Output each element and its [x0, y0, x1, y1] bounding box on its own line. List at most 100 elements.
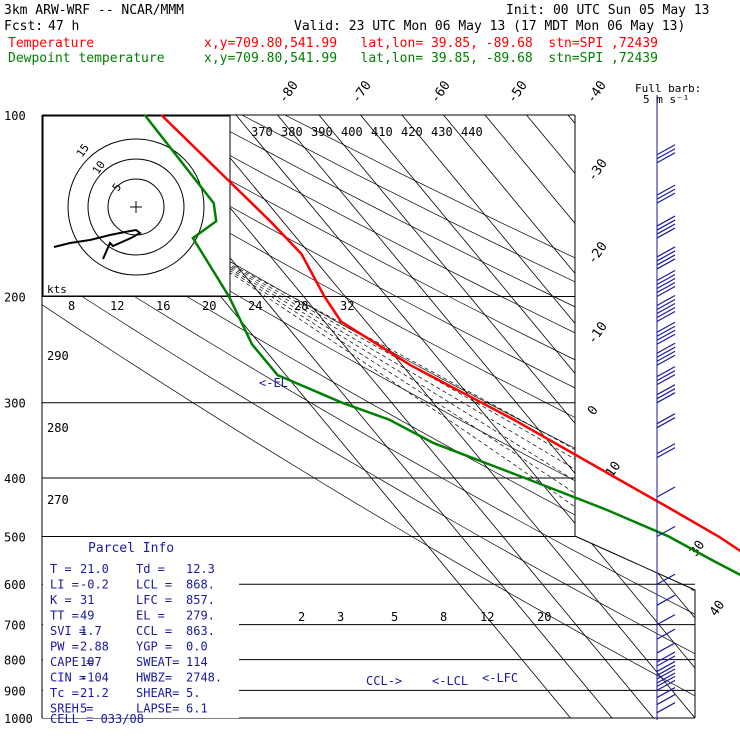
mixing-ratio-top-label: 28: [294, 299, 308, 313]
dewpoint-location: x,y=709.80,541.99 lat,lon= 39.85, -89.68…: [204, 51, 658, 66]
wind-barb: [656, 219, 676, 231]
wind-barb: [656, 392, 676, 404]
wind-barb: [656, 325, 676, 337]
hodograph-units: kts: [47, 283, 67, 296]
parcel-row-value: 868.: [186, 578, 215, 592]
parcel-row-label: LI =: [50, 578, 79, 592]
isotherm-label: -50: [505, 78, 531, 106]
theta-label: 420: [401, 125, 423, 139]
isotherm-label: -40: [584, 78, 610, 106]
pressure-label-400: 400: [4, 472, 26, 486]
moist-adiabat: [150, 220, 695, 718]
wind-barb: [656, 269, 676, 282]
moist-adiabat: [152, 220, 695, 718]
parcel-row-label: Tc =: [50, 686, 79, 700]
wind-barb: [656, 223, 676, 235]
parcel-row-label: LFC =: [136, 593, 172, 607]
pressure-label-800: 800: [4, 654, 26, 668]
wind-barb: [656, 447, 676, 459]
wind-barb: [656, 366, 676, 378]
parcel-row-value: 5.: [186, 686, 200, 700]
isotherm-label: 0: [585, 403, 602, 418]
parcel-row-value: 114: [186, 655, 208, 669]
valid-time: Valid: 23 UTC Mon 06 May 13 (17 MDT Mon …: [294, 19, 686, 34]
right-frame: [574, 115, 696, 718]
wind-barb: [656, 333, 676, 345]
dry-adiabat: [42, 115, 695, 718]
isotherm-line: [484, 115, 695, 718]
wind-barb: [656, 273, 676, 286]
pressure-label-1000: 1000: [4, 712, 33, 726]
parcel-row-value: 2748.: [186, 671, 222, 685]
wind-barb: [656, 302, 676, 315]
pressure-label-900: 900: [4, 684, 26, 698]
moist-adiabat: [150, 220, 695, 718]
hodograph-trace: [53, 228, 142, 260]
lfc-marker: <-LFC: [482, 671, 518, 685]
parcel-row-value: 21.0: [80, 562, 109, 576]
parcel-row-value: 5: [80, 702, 87, 716]
parcel-row-value: 2.88: [80, 640, 109, 654]
init-time: Init: 00 UTC Sun 05 May 13: [506, 3, 710, 18]
wind-barb: [656, 152, 676, 164]
dry-adiabat: [112, 115, 695, 718]
dewpoint-trace: [143, 114, 740, 577]
isotherm-line: [194, 115, 695, 718]
pressure-label-600: 600: [4, 578, 26, 592]
parcel-row-value: 21.2: [80, 686, 109, 700]
wind-barb: [656, 594, 676, 606]
theta-label: 370: [251, 125, 273, 139]
mixing-ratio-low-label: 3: [337, 610, 344, 624]
wind-barb: [656, 668, 676, 680]
mixing-ratio-low-label: 2: [298, 610, 305, 624]
wind-key-line1: Full barb:: [635, 82, 701, 95]
wind-barb: [656, 354, 676, 366]
wind-barb: [656, 672, 676, 684]
hodograph-ring-label: 10: [90, 158, 108, 176]
parcel-row-label: SWEAT=: [136, 655, 179, 669]
wind-barb: [656, 660, 676, 672]
pressure-label-200: 200: [4, 291, 26, 305]
isotherm-line: [318, 115, 695, 718]
parcel-row-label: TT =: [50, 609, 79, 623]
wind-barb: [656, 294, 676, 307]
mixing-ratio-top-label: 20: [202, 299, 216, 313]
wind-barb: [656, 310, 676, 323]
wind-barb: [656, 227, 676, 239]
parcel-row-value: 6.1: [186, 702, 208, 716]
isotherm-label: -80: [276, 78, 302, 106]
theta-label: 400: [341, 125, 363, 139]
theta-label: 390: [311, 125, 333, 139]
parcel-row-value: 279.: [186, 609, 215, 623]
parcel-row-label: SHEAR=: [136, 686, 179, 700]
parcel-row-value: -0.2: [80, 578, 109, 592]
dry-adiabat: [241, 115, 695, 718]
parcel-row-value: 0.0: [186, 640, 208, 654]
forecast-hour: 47 h: [48, 19, 80, 34]
mixing-ratio-top-label: 12: [110, 299, 124, 313]
theta-label: 440: [461, 125, 483, 139]
hodograph-ring-label: 15: [74, 141, 92, 159]
wind-barb: [656, 443, 676, 455]
isotherm-label: -30: [585, 156, 611, 184]
parcel-cell-motion: CELL = 033/08: [50, 712, 144, 726]
wind-barb: [656, 188, 676, 200]
parcel-row-value: 107: [80, 655, 102, 669]
wind-barb: [656, 675, 676, 687]
wind-barb: [656, 215, 676, 227]
parcel-row-value: -104: [80, 671, 109, 685]
model-title: 3km ARW-WRF -- NCAR/MMM: [4, 3, 185, 18]
parcel-row-value: 49: [80, 609, 94, 623]
wind-barb: [656, 370, 676, 382]
isotherm-line: [443, 115, 695, 718]
isotherm-line: [526, 115, 695, 718]
isotherm-line: [152, 115, 654, 718]
pressure-label-300: 300: [4, 397, 26, 411]
pressure-label-500: 500: [4, 530, 26, 544]
mixing-ratio-top-label: 24: [248, 299, 262, 313]
parcel-row-label: HWBZ=: [136, 671, 172, 685]
mixing-ratio-low-label: 20: [537, 610, 551, 624]
wind-key-line2: 5 m s⁻¹: [643, 93, 689, 106]
parcel-row-label: LAPSE=: [136, 702, 179, 716]
wind-barb: [656, 614, 676, 626]
